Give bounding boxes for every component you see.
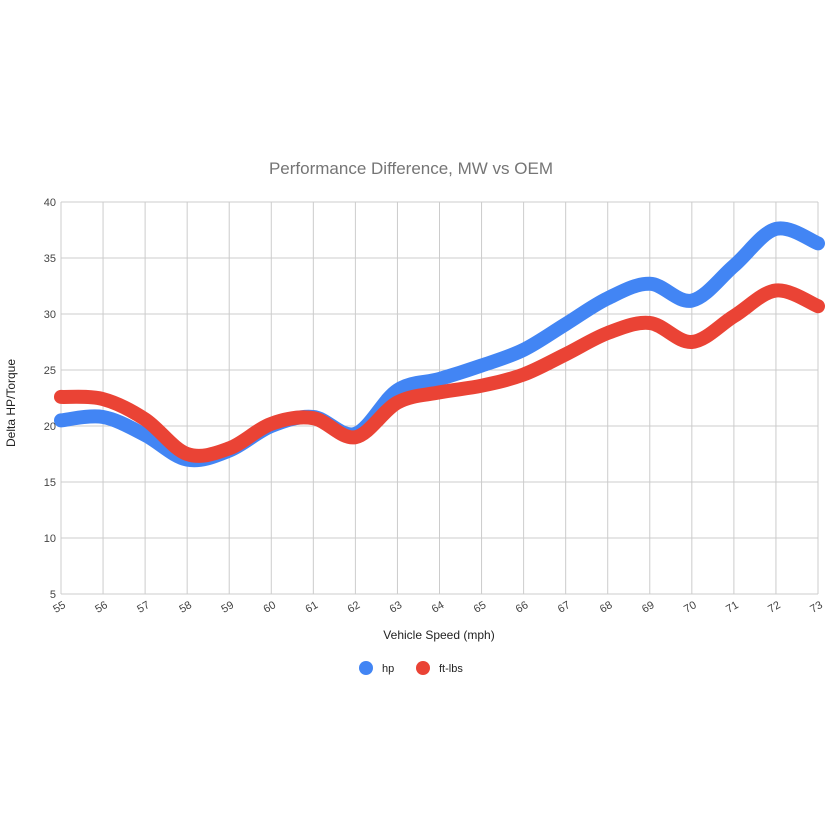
y-tick-label: 15 xyxy=(44,477,56,489)
x-tick-label: 72 xyxy=(766,599,783,616)
y-axis-title: Delta HP/Torque xyxy=(4,359,18,447)
legend-label-hp: hp xyxy=(382,663,394,675)
x-tick-label: 57 xyxy=(135,599,152,616)
x-tick-label: 58 xyxy=(177,599,194,616)
legend: hp ft-lbs xyxy=(359,661,463,675)
x-tick-label: 62 xyxy=(346,599,363,616)
y-tick-label: 25 xyxy=(44,365,56,377)
x-tick-label: 70 xyxy=(682,599,699,616)
y-tick-label: 40 xyxy=(44,197,56,209)
x-tick-label: 65 xyxy=(472,599,489,616)
x-tick-label: 63 xyxy=(388,599,405,616)
x-tick-label: 61 xyxy=(304,599,321,616)
x-tick-label: 56 xyxy=(93,599,110,616)
y-tick-label: 30 xyxy=(44,309,56,321)
x-tick-label: 68 xyxy=(598,599,615,616)
x-tick-label: 64 xyxy=(430,599,447,616)
x-tick-label: 66 xyxy=(514,599,531,616)
x-tick-label: 73 xyxy=(808,599,825,616)
series-lines xyxy=(54,221,825,468)
y-tick-label: 35 xyxy=(44,253,56,265)
x-axis-title: Vehicle Speed (mph) xyxy=(383,628,494,642)
legend-label-ft-lbs: ft-lbs xyxy=(439,663,463,675)
x-tick-label: 59 xyxy=(219,599,236,616)
y-tick-label: 10 xyxy=(44,533,56,545)
x-tick-label: 71 xyxy=(724,599,741,616)
x-tick-label: 60 xyxy=(261,599,278,616)
y-tick-label: 5 xyxy=(50,589,56,601)
x-tick-label: 55 xyxy=(51,599,68,616)
x-axis-ticks: 55 56 57 58 59 60 61 62 63 64 65 66 67 68 69 70 71 72 73 xyxy=(51,599,825,616)
x-tick-label: 69 xyxy=(640,599,657,616)
legend-swatch-ft-lbs xyxy=(416,661,430,675)
y-tick-label: 20 xyxy=(44,421,56,433)
x-tick-label: 67 xyxy=(556,599,573,616)
y-axis-ticks: 5 10 15 20 25 30 35 40 xyxy=(44,197,56,601)
legend-swatch-hp xyxy=(359,661,373,675)
series-line-ft-lbs xyxy=(54,283,825,463)
chart-title: Performance Difference, MW vs OEM xyxy=(269,159,553,178)
